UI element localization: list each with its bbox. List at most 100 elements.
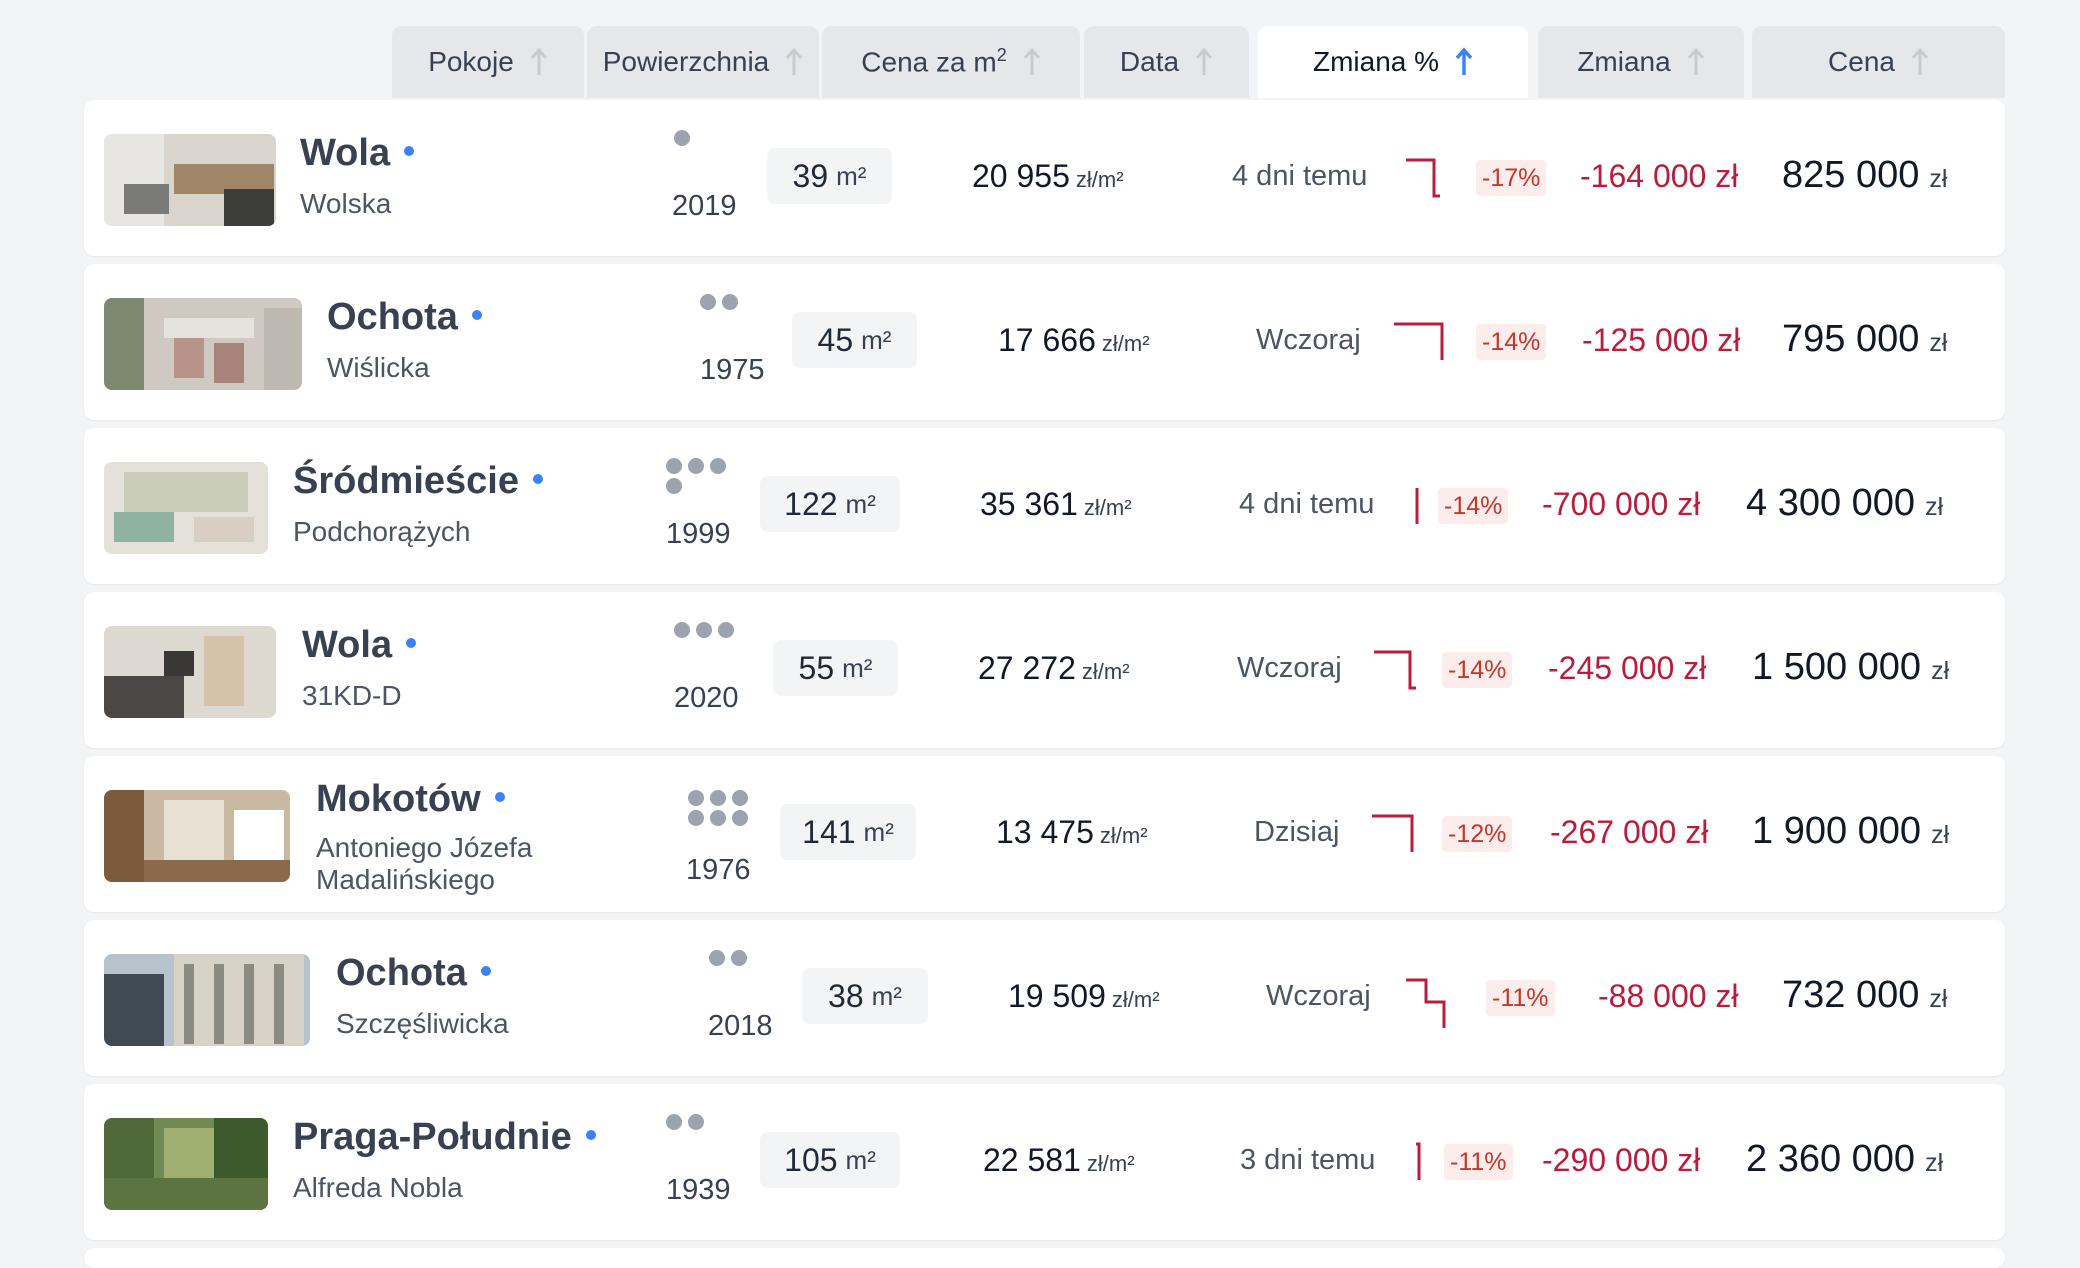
price-change: -88 000 zł	[1598, 978, 1739, 1014]
tab-label: Pokoje	[428, 46, 514, 77]
change-percent-badge: -11%	[1486, 980, 1555, 1016]
tab-label: Powierzchnia	[602, 46, 770, 77]
listing-row[interactable]	[84, 1248, 2005, 1268]
change-percent-badge: -14%	[1438, 488, 1509, 524]
price-change: -245 000 zł	[1548, 650, 1707, 686]
listing-row[interactable]: Ochota Szczęśliwicka 2018 38 m² 19 509 zł/…	[84, 920, 2005, 1076]
change-percent-badge: -14%	[1476, 324, 1547, 360]
new-indicator-dot	[494, 791, 505, 802]
listing-photo[interactable]	[104, 298, 302, 390]
change-percent-badge: -11%	[1444, 1144, 1513, 1180]
tab-label: Data	[1119, 46, 1180, 77]
listing-district[interactable]: Śródmieście	[293, 460, 543, 503]
listing-price: 732 000 zł	[1782, 974, 1948, 1016]
listing-row[interactable]: Wola Wolska 2019 39 m² 20 955 zł/m² 4 dni …	[84, 100, 2005, 256]
price-per-m2: 17 666 zł/m²	[998, 322, 1150, 358]
price-history-sparkline	[1404, 976, 1460, 1035]
sort-tab-change[interactable]: Zmiana	[1538, 26, 1744, 98]
price-change: -125 000 zł	[1582, 322, 1741, 358]
tab-label: Zmiana %	[1312, 46, 1440, 77]
sort-tab-price-per-m2[interactable]: Cena za m2	[822, 26, 1080, 98]
sort-tab-change-pct[interactable]: Zmiana %	[1258, 26, 1528, 98]
rooms-indicator	[700, 294, 760, 338]
sort-arrow-icon	[530, 47, 548, 77]
listing-photo[interactable]	[104, 462, 268, 554]
price-history-sparkline	[1412, 484, 1424, 533]
listing-price: 825 000 zł	[1782, 154, 1948, 196]
tab-label: Cena	[1828, 46, 1895, 77]
new-indicator-dot	[585, 1129, 596, 1140]
build-year: 1976	[686, 854, 751, 886]
price-per-m2: 20 955 zł/m²	[972, 158, 1124, 194]
price-per-m2: 22 581 zł/m²	[983, 1142, 1135, 1178]
rooms-indicator	[674, 622, 744, 666]
listing-date: 4 dni temu	[1239, 488, 1375, 520]
price-change: -164 000 zł	[1580, 158, 1739, 194]
new-indicator-dot	[406, 637, 417, 648]
sort-arrow-icon	[1687, 47, 1705, 77]
listing-date: 4 dni temu	[1232, 160, 1368, 192]
price-history-sparkline	[1372, 648, 1422, 697]
listing-date: Wczoraj	[1256, 324, 1361, 356]
listing-street: Antoniego Józefa Madalińskiego	[316, 832, 533, 895]
sort-tab-price[interactable]: Cena	[1752, 26, 2005, 98]
listing-district[interactable]: Wola	[300, 132, 415, 175]
area-badge: 38 m²	[802, 968, 928, 1024]
area-badge: 122 m²	[760, 476, 900, 532]
listing-district[interactable]: Mokotów	[316, 778, 505, 821]
area-badge: 39 m²	[767, 148, 892, 204]
price-change: -267 000 zł	[1550, 814, 1709, 850]
sort-tab-date[interactable]: Data	[1084, 26, 1249, 98]
listing-row[interactable]: Śródmieście Podchorążych 1999 122 m² 35 3…	[84, 428, 2005, 584]
area-badge: 141 m²	[780, 804, 916, 860]
listing-row[interactable]: Ochota Wiślicka 1975 45 m² 17 666 zł/m² Wc…	[84, 264, 2005, 420]
listing-district[interactable]: Ochota	[327, 296, 482, 339]
listing-street: Alfreda Nobla	[293, 1172, 463, 1203]
listing-photo[interactable]	[104, 790, 290, 882]
area-badge: 45 m²	[792, 312, 917, 368]
change-percent-badge: -17%	[1476, 160, 1547, 196]
rooms-indicator	[709, 950, 769, 994]
rooms-indicator	[666, 458, 736, 502]
build-year: 1999	[666, 518, 731, 550]
rooms-indicator	[674, 130, 734, 174]
build-year: 1975	[700, 354, 765, 386]
build-year: 1939	[666, 1174, 731, 1206]
sort-arrow-icon	[1023, 47, 1041, 77]
area-badge: 55 m²	[773, 640, 898, 696]
listing-district[interactable]: Wola	[302, 624, 417, 667]
listing-photo[interactable]	[104, 134, 276, 226]
tab-label: Cena za m2	[861, 45, 1007, 78]
listing-street: Szczęśliwicka	[336, 1008, 509, 1039]
listing-date: Wczoraj	[1237, 652, 1342, 684]
listing-street: Wolska	[300, 188, 392, 219]
sort-arrow-icon	[1195, 47, 1213, 77]
price-per-m2: 27 272 zł/m²	[978, 650, 1130, 686]
tab-label: Zmiana	[1577, 46, 1671, 77]
listing-photo[interactable]	[104, 626, 276, 718]
sort-tab-area[interactable]: Powierzchnia	[587, 26, 819, 98]
sort-arrow-icon	[785, 47, 803, 77]
price-per-m2: 13 475 zł/m²	[996, 814, 1148, 850]
listing-photo[interactable]	[104, 1118, 268, 1210]
price-per-m2: 19 509 zł/m²	[1008, 978, 1160, 1014]
build-year: 2020	[674, 682, 739, 714]
listing-row[interactable]: Praga-Południe Alfreda Nobla 1939 105 m² …	[84, 1084, 2005, 1240]
listing-row[interactable]: Wola 31KD-D 2020 55 m² 27 272 zł/m² Wczora…	[84, 592, 2005, 748]
area-badge: 105 m²	[760, 1132, 900, 1188]
listing-district[interactable]: Praga-Południe	[293, 1116, 596, 1159]
listing-date: Wczoraj	[1266, 980, 1371, 1012]
listing-district[interactable]: Ochota	[336, 952, 491, 995]
listing-price: 4 300 000 zł	[1746, 482, 1944, 524]
listing-price: 1 900 000 zł	[1752, 810, 1950, 852]
sort-tab-rooms[interactable]: Pokoje	[392, 26, 584, 98]
listing-row[interactable]: Mokotów Antoniego Józefa Madalińskiego 1…	[84, 756, 2005, 912]
listing-price: 2 360 000 zł	[1746, 1138, 1944, 1180]
listing-street: Podchorążych	[293, 516, 471, 547]
build-year: 2019	[672, 190, 737, 222]
change-percent-badge: -12%	[1442, 816, 1513, 852]
build-year: 2018	[708, 1010, 773, 1042]
new-indicator-dot	[404, 145, 415, 156]
listing-photo[interactable]	[104, 954, 310, 1046]
